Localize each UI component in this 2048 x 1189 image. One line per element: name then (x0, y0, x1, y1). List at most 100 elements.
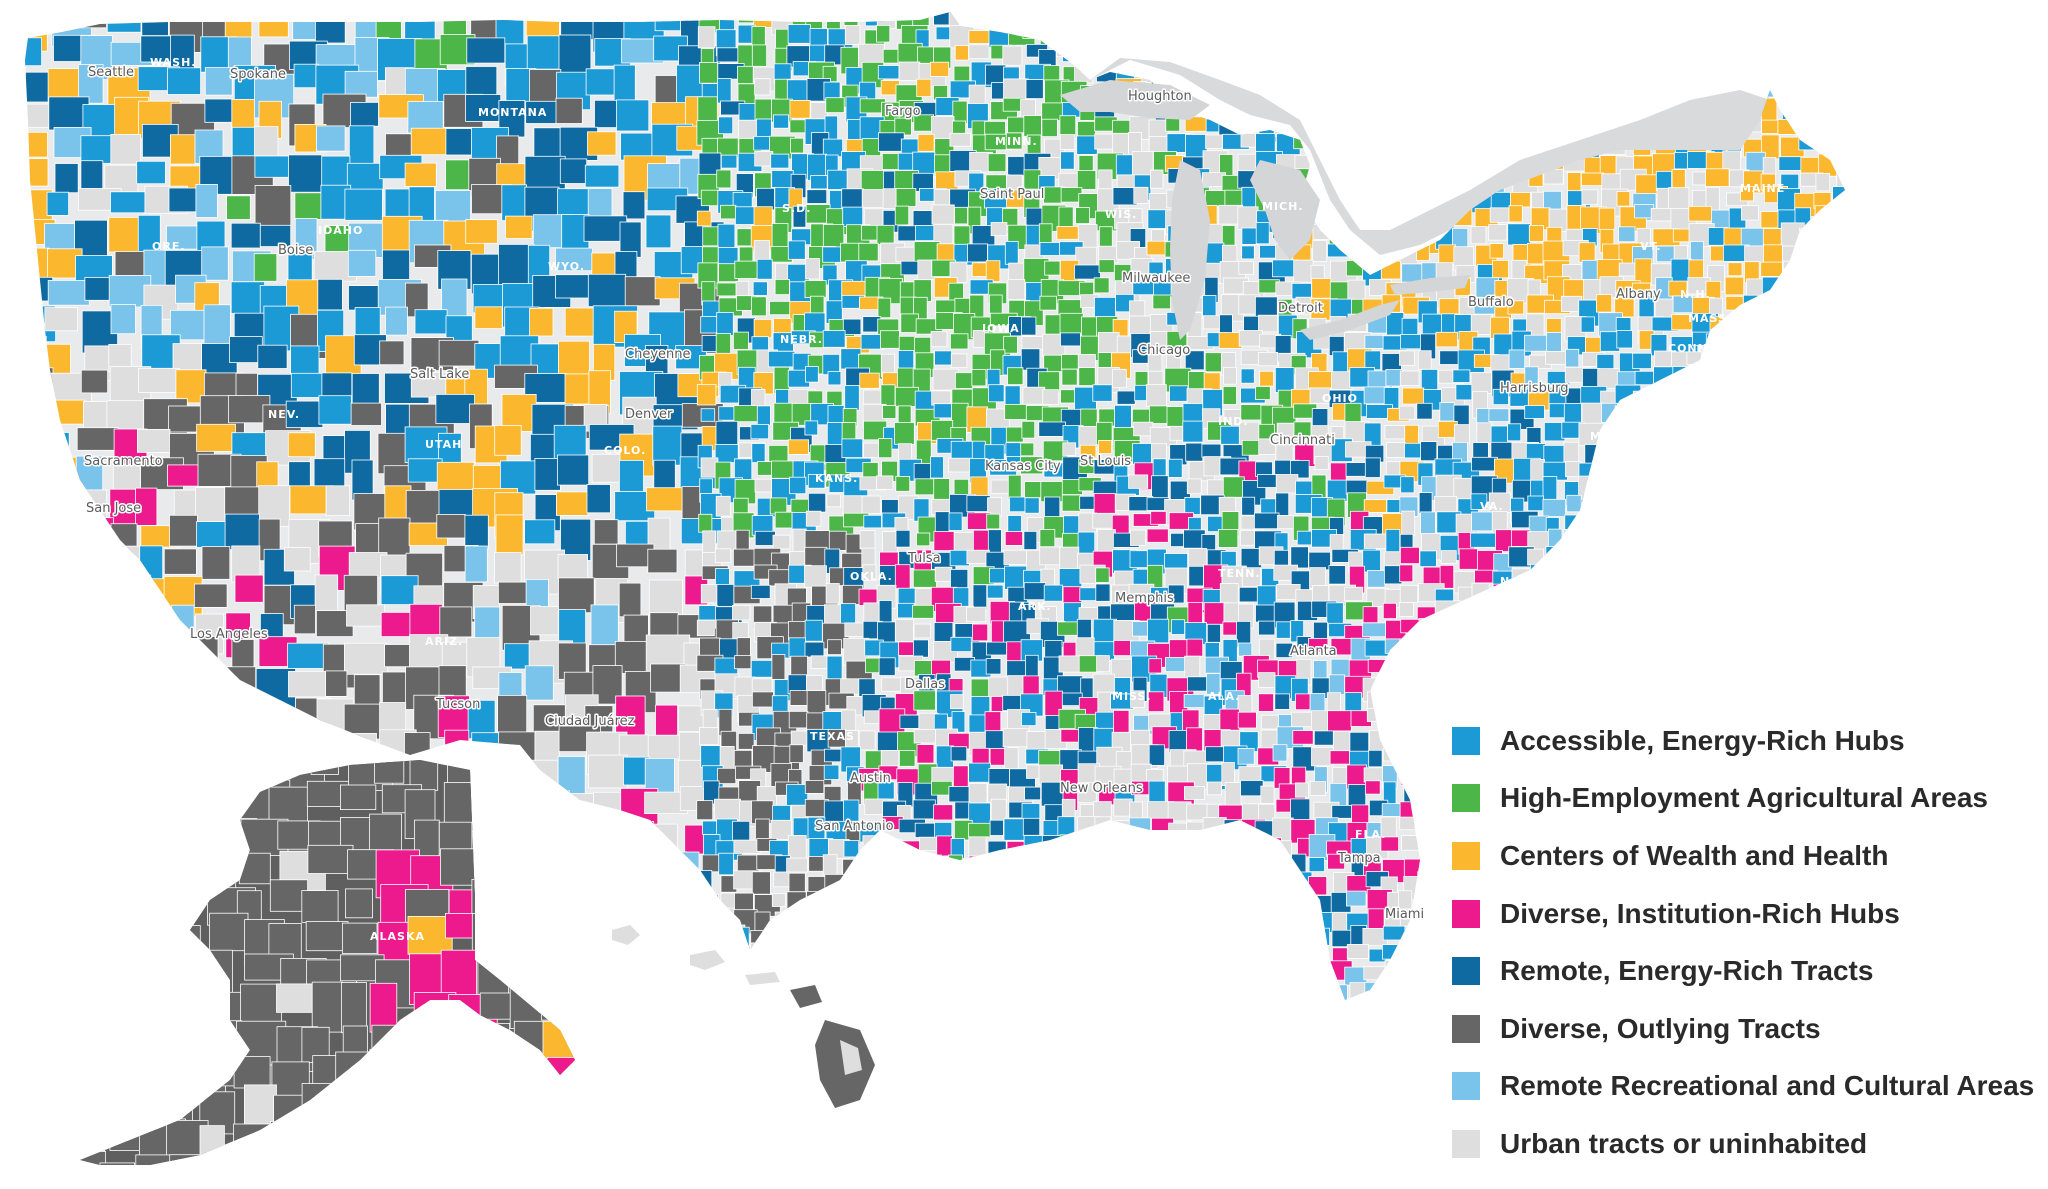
tract-cell (930, 456, 944, 479)
state-label-oregon: ORE. (152, 240, 186, 253)
tract-cell (878, 600, 893, 625)
tract-cell (436, 514, 466, 539)
tract-cell (254, 185, 292, 230)
tract-cell (1025, 654, 1039, 680)
tract-cell (1203, 372, 1221, 391)
city-label-kansas-city: Kansas City (985, 459, 1061, 474)
tract-cell (1096, 655, 1110, 673)
tract-cell (1311, 278, 1332, 299)
tract-cell (54, 163, 79, 194)
tract-cell (718, 116, 734, 135)
tract-cell (716, 530, 737, 552)
tract-cell (588, 754, 628, 789)
tract-cell (204, 98, 233, 123)
tract-cell (1241, 245, 1255, 260)
tract-cell (1146, 384, 1167, 407)
tract-cell (464, 545, 488, 583)
tract-cell (1039, 546, 1061, 566)
tract-cell (647, 163, 682, 190)
tract-cell (1255, 386, 1271, 401)
tract-cell (136, 160, 166, 185)
tract-cell (1098, 439, 1112, 454)
tract-cell (1274, 693, 1291, 710)
tract-cell (805, 258, 820, 280)
tract-cell (756, 405, 771, 426)
legend-label: Remote, Energy-Rich Tracts (1500, 955, 1874, 987)
state-label-nebraska: NEBR. (780, 333, 823, 346)
tract-cell (1079, 281, 1094, 297)
tract-cell (702, 226, 719, 247)
tract-cell (497, 695, 528, 734)
tract-cell (559, 158, 588, 184)
tract-cell (1329, 750, 1350, 765)
tract-cell (716, 311, 734, 336)
tract-cell (1258, 620, 1276, 636)
tract-cell (750, 584, 771, 599)
tract-cell (1183, 694, 1205, 709)
city-label-seattle: Seattle (88, 65, 134, 80)
tract-cell (1401, 510, 1416, 536)
tract-cell (860, 170, 887, 193)
tract-cell (954, 206, 968, 225)
tract-cell (494, 552, 522, 584)
tract-cell (1511, 529, 1531, 547)
tract-cell (787, 835, 807, 862)
tract-cell (1076, 170, 1097, 190)
tract-cell (931, 204, 955, 225)
tract-cell (912, 799, 936, 820)
tract-cell (1134, 384, 1149, 401)
tract-cell (752, 691, 774, 708)
tract-cell (1530, 459, 1545, 483)
tract-cell (1362, 622, 1390, 638)
tract-cell (1438, 244, 1456, 265)
tract-cell (1312, 239, 1328, 262)
tract-cell (44, 307, 79, 332)
tract-cell (1581, 402, 1604, 426)
tract-cell (1382, 602, 1397, 619)
legend-label: Diverse, Institution-Rich Hubs (1500, 897, 1900, 929)
tract-cell (253, 253, 278, 282)
tract-cell (1184, 496, 1201, 515)
state-label-arizona: ARIZ. (425, 635, 463, 648)
tract-cell (440, 949, 478, 1000)
tract-cell (293, 63, 319, 89)
tract-cell (1308, 857, 1325, 872)
tract-cell (828, 530, 847, 551)
tract-cell (1061, 368, 1078, 386)
tract-cell (1076, 618, 1092, 639)
tract-cell (1255, 296, 1278, 318)
city-label-spokane: Spokane (230, 67, 286, 82)
tract-cell (750, 423, 770, 440)
tract-cell (1580, 316, 1595, 333)
tract-cell (1545, 350, 1568, 365)
tract-cell (1238, 642, 1253, 657)
tract-cell (955, 372, 974, 389)
tract-cell (1272, 744, 1288, 762)
tract-cell (25, 131, 48, 158)
tract-cell (1598, 207, 1616, 230)
tract-cell (407, 101, 444, 134)
tract-cell (1470, 371, 1492, 394)
tract-cell (76, 427, 119, 451)
tract-cell (898, 61, 921, 81)
tract-cell (110, 191, 146, 214)
tract-cell (616, 99, 650, 132)
tract-cell (1420, 441, 1438, 462)
tract-cell (647, 548, 678, 574)
tract-cell (950, 353, 968, 368)
tract-cell (1363, 499, 1387, 513)
tract-cell (1439, 350, 1459, 365)
tract-cell (787, 24, 811, 44)
tract-cell (1471, 511, 1495, 532)
tract-cell (1149, 405, 1169, 424)
legend-item: Diverse, Institution-Rich Hubs (1452, 885, 2042, 943)
tract-cell (1309, 693, 1326, 713)
tract-cell (750, 660, 775, 678)
state-label-arkansas: ARK. (1018, 600, 1052, 613)
tract-cell (714, 798, 741, 821)
city-label-tampa: Tampa (1337, 851, 1381, 866)
tract-cell (1458, 548, 1479, 570)
city-label-cheyenne: Cheyenne (625, 347, 690, 362)
tract-cell (1508, 349, 1526, 369)
tract-cell (915, 224, 936, 241)
